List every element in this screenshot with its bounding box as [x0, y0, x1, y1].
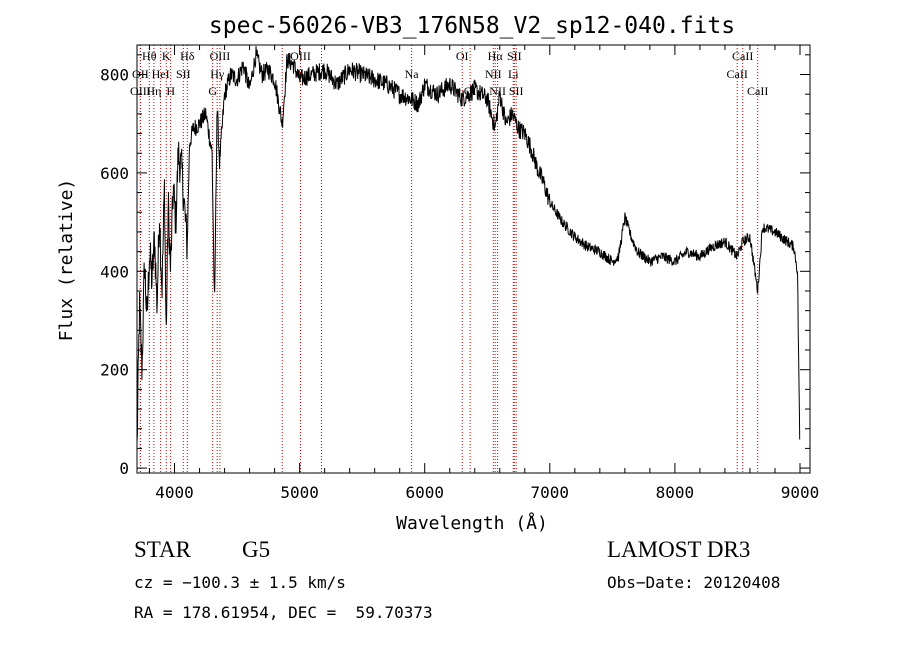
line-marker-label: H — [166, 84, 175, 98]
redshift-cz: cz = −100.3 ± 1.5 km/s — [134, 573, 346, 592]
line-marker-label: OIII — [210, 49, 231, 63]
line-marker-label: Hα — [488, 49, 504, 63]
line-marker-label: OI — [456, 49, 469, 63]
line-marker-label: OII — [132, 67, 149, 81]
line-marker-label: OIII — [290, 49, 311, 63]
line-marker-label: Hγ — [210, 67, 225, 81]
line-marker-label: G — [208, 84, 217, 98]
y-tick-label: 400 — [100, 262, 129, 281]
ra-dec-coordinates: RA = 178.61954, DEC = 59.70373 — [134, 603, 433, 622]
y-tick-label: 600 — [100, 164, 129, 183]
x-axis-ticks: 4000 5000 6000 7000 8000 9000 — [149, 45, 820, 502]
line-marker-label: Hη — [146, 84, 161, 98]
line-marker-label: Li — [508, 67, 519, 81]
object-subclass: G5 — [242, 537, 271, 562]
line-marker-label: NII — [485, 67, 502, 81]
survey-name: LAMOST DR3 — [607, 537, 751, 562]
y-axis-label: Flux (relative) — [56, 179, 77, 342]
line-marker-label: NII — [489, 84, 506, 98]
y-axis-ticks: 0 200 400 600 800 — [100, 54, 810, 478]
line-marker-label: CaII — [732, 49, 753, 63]
spectrum-line — [136, 46, 801, 442]
line-marker-label: SII — [509, 84, 524, 98]
line-marker-label: Na — [405, 67, 420, 81]
line-marker-label: HeI — [152, 67, 170, 81]
line-marker-label: K — [162, 49, 171, 63]
y-tick-label: 800 — [100, 66, 129, 85]
x-tick-label: 9000 — [781, 483, 820, 502]
x-tick-label: 7000 — [531, 483, 570, 502]
x-tick-label: 5000 — [280, 483, 319, 502]
line-marker-label: CaII — [727, 67, 748, 81]
object-class: STAR — [134, 537, 191, 562]
x-axis-label: Wavelength (Å) — [396, 512, 548, 534]
line-marker-label: CaII — [747, 84, 768, 98]
y-tick-label: 0 — [119, 459, 129, 478]
line-marker-label: SII — [176, 67, 191, 81]
x-tick-label: 8000 — [656, 483, 695, 502]
line-marker-label: OIII — [130, 84, 151, 98]
y-tick-label: 200 — [100, 361, 129, 380]
chart-title: spec-56026-VB3_176N58_V2_sp12-040.fits — [209, 13, 735, 39]
line-marker-labels: HθOIIOIIIKHeIHηHδSIIHOIIIHγGOIIINaOIOIHα… — [130, 49, 768, 98]
x-tick-label: 4000 — [155, 483, 194, 502]
plot-frame — [136, 44, 811, 474]
line-marker-label: Hδ — [180, 49, 195, 63]
line-marker-label: Hθ — [142, 49, 157, 63]
observation-date: Obs−Date: 20120408 — [607, 573, 781, 592]
line-marker-label: SII — [507, 49, 522, 63]
x-tick-label: 6000 — [405, 483, 444, 502]
